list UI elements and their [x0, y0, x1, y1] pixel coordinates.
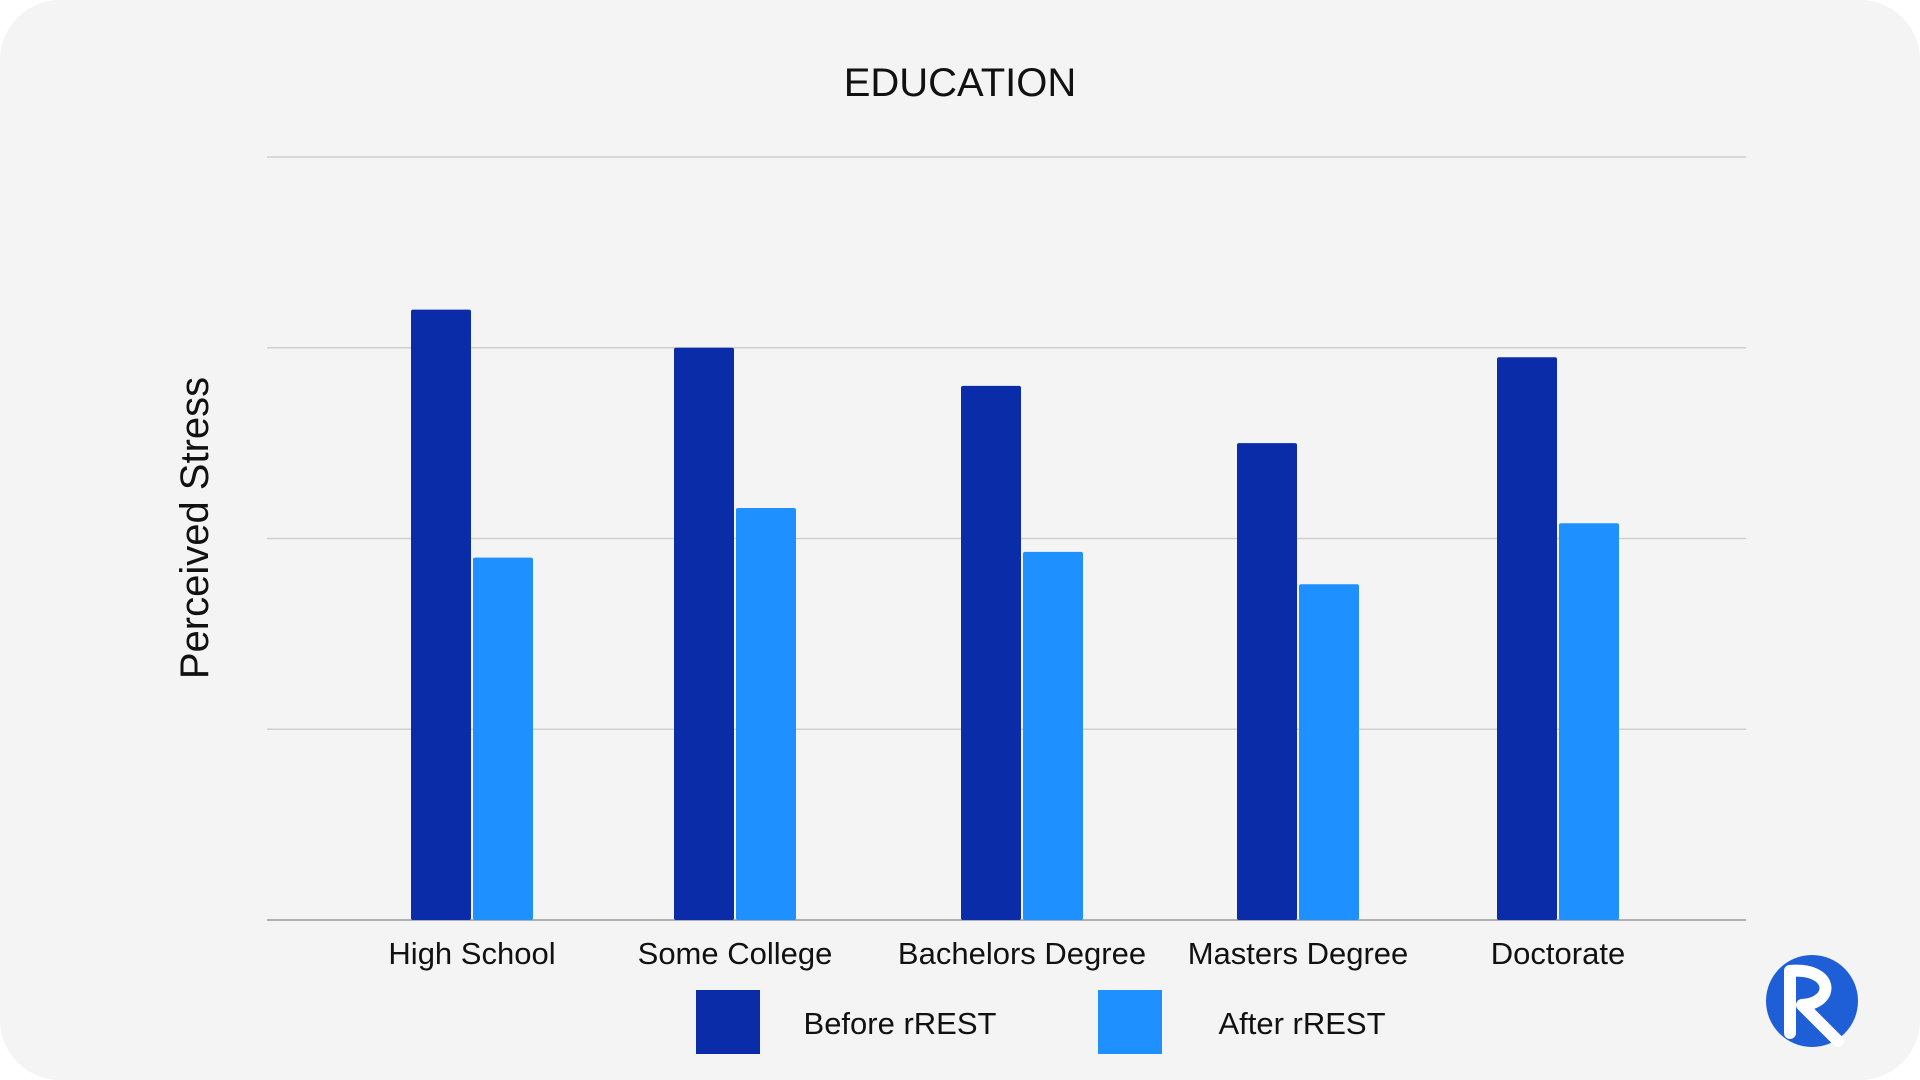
bar-before-rrest-some-college [674, 347, 734, 920]
x-tick-labels: High School Some College Bachelors Degree M… [388, 936, 1625, 971]
legend-swatch-after-rrest [1098, 990, 1162, 1054]
x-tick-label: Bachelors Degree [898, 936, 1146, 971]
bar-after-rrest-some-college [736, 507, 796, 920]
x-tick-label: High School [388, 936, 555, 971]
chart-title: EDUCATION [844, 61, 1077, 105]
bar-after-rrest-high-school [473, 557, 533, 920]
r-logo-icon [1766, 955, 1858, 1047]
bar-after-rrest-masters-degree [1299, 584, 1359, 920]
legend-swatch-before-rrest [696, 990, 760, 1054]
bar-after-rrest-doctorate [1559, 523, 1619, 920]
legend: Before rREST After rREST [696, 990, 1386, 1054]
bar-before-rrest-bachelors-degree [961, 385, 1021, 920]
bar-before-rrest-masters-degree [1237, 443, 1297, 920]
y-axis-label: Perceived Stress [173, 377, 217, 679]
x-tick-label: Doctorate [1491, 936, 1625, 971]
x-tick-label: Some College [638, 936, 833, 971]
bar-before-rrest-doctorate [1497, 357, 1557, 921]
legend-label-after-rrest: After rREST [1218, 1006, 1385, 1041]
bar-after-rrest-bachelors-degree [1023, 551, 1083, 920]
legend-label-before-rrest: Before rREST [804, 1006, 997, 1041]
bar-before-rrest-high-school [411, 309, 471, 921]
x-tick-label: Masters Degree [1188, 936, 1409, 971]
bars [411, 309, 1619, 921]
